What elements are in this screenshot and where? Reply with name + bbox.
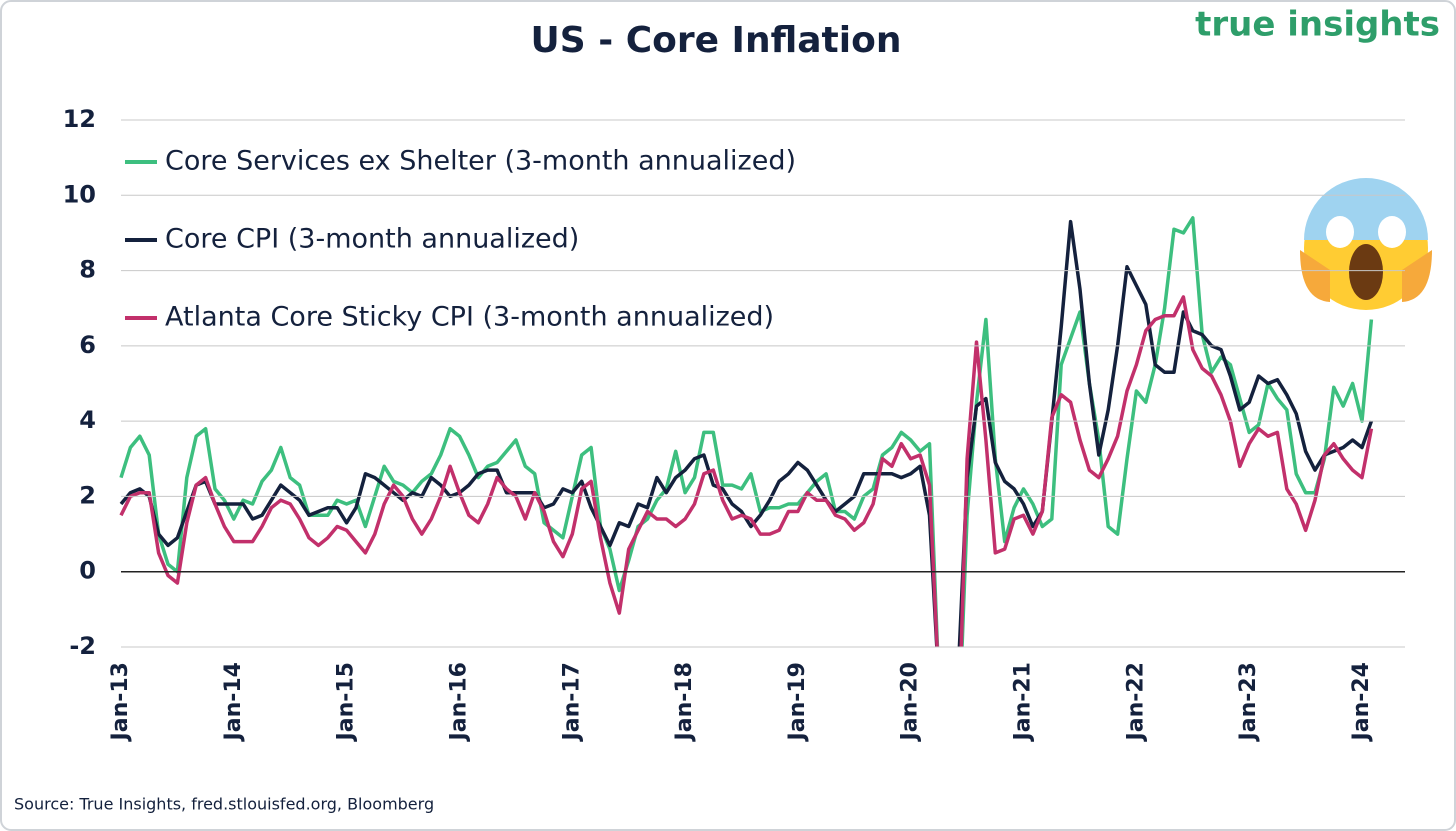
x-tick-label: Jan-18 — [672, 662, 697, 742]
brand: true insights — [1195, 5, 1440, 45]
emoji — [1300, 178, 1432, 310]
y-tick-label: 0 — [79, 557, 96, 585]
x-tick-label: Jan-23 — [1236, 662, 1261, 742]
x-tick-label: Jan-15 — [334, 662, 359, 742]
x-tick-label: Jan-24 — [1349, 662, 1374, 742]
x-tick-label: Jan-14 — [221, 662, 246, 742]
y-tick-label: 10 — [63, 180, 96, 208]
series-line — [119, 295, 1374, 647]
source-note: Source: True Insights, fred.stlouisfed.o… — [14, 795, 434, 814]
y-tick-label: 2 — [79, 481, 96, 509]
legend-label: Core CPI (3-month annualized) — [165, 224, 579, 255]
x-tick-label: Jan-16 — [446, 662, 471, 742]
y-tick-label: 6 — [79, 331, 96, 359]
x-tick-label: Jan-22 — [1123, 662, 1148, 742]
x-tick-label: Jan-20 — [898, 662, 923, 742]
chart-title: US - Core Inflation — [531, 20, 902, 61]
y-tick-label: 4 — [79, 406, 96, 434]
y-tick-label: 8 — [79, 256, 96, 284]
legend-label: Atlanta Core Sticky CPI (3-month annuali… — [165, 302, 774, 333]
y-tick-label: -2 — [69, 632, 96, 660]
x-tick-label: Jan-13 — [108, 662, 133, 742]
x-tick-label: Jan-17 — [559, 662, 584, 742]
y-tick-label: 12 — [63, 105, 96, 133]
x-tick-label: Jan-19 — [785, 662, 810, 742]
x-tick-label: Jan-21 — [1011, 662, 1036, 742]
legend-label: Core Services ex Shelter (3-month annual… — [165, 146, 796, 177]
